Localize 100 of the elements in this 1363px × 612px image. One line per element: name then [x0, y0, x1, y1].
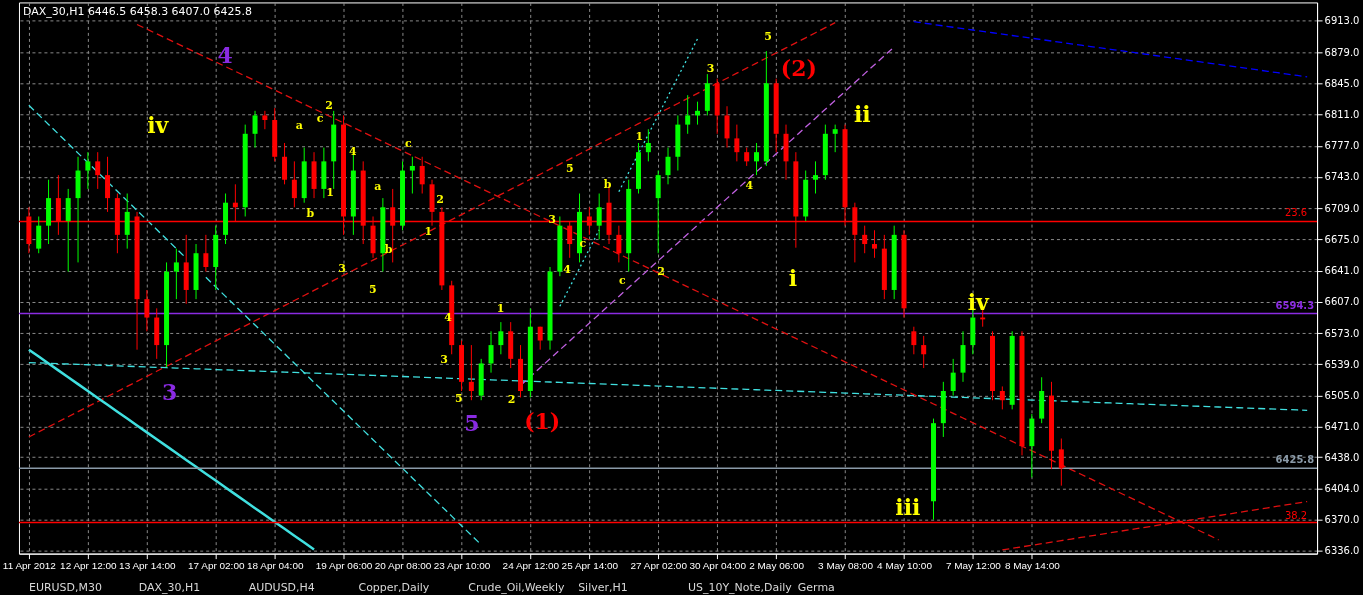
annotation: 3 — [706, 61, 715, 75]
y-tick-label: 6471.0 — [1324, 421, 1360, 433]
annotation: b — [603, 177, 612, 191]
annotation: iv — [147, 112, 170, 139]
annotation: 5 — [368, 283, 377, 297]
y-tick-label: 6404.0 — [1324, 482, 1360, 494]
annotation: 4 — [563, 262, 572, 276]
candlestick — [144, 289, 150, 332]
y-tick-label: 6336.0 — [1324, 545, 1360, 557]
candlestick — [685, 94, 691, 135]
x-tick-label: 20 Apr 08:00 — [374, 560, 432, 572]
candlestick — [488, 330, 494, 374]
candlestick — [105, 156, 111, 213]
candlestick — [36, 215, 42, 254]
annotation: 4 — [349, 144, 358, 158]
candlestick — [734, 124, 740, 162]
annotation: c — [619, 274, 627, 288]
x-tick-label: 27 Apr 02:00 — [630, 560, 688, 572]
x-tick-label: 7 May 12:00 — [945, 560, 1002, 572]
candlestick — [124, 193, 130, 250]
candlestick — [862, 225, 868, 254]
candlestick — [95, 151, 101, 190]
candlestick — [665, 147, 671, 185]
candlestick — [173, 248, 179, 300]
y-tick-label: 6573.0 — [1324, 327, 1360, 339]
y-tick-label: 6505.0 — [1324, 390, 1360, 402]
candlestick — [655, 170, 661, 254]
candlestick — [252, 110, 258, 149]
annotation: 3 — [161, 378, 178, 405]
x-tick-label: 3 May 08:00 — [818, 560, 874, 572]
y-tick-label: 6370.0 — [1324, 514, 1360, 526]
candlestick — [950, 358, 956, 397]
candlestick — [498, 321, 504, 355]
annotation: 1 — [326, 185, 334, 199]
x-tick-label: 4 May 10:00 — [877, 560, 933, 572]
annotation: 2 — [507, 393, 516, 407]
candlestick — [291, 160, 297, 208]
annotation: b — [384, 243, 393, 257]
text: US_10Y_Note,Daily — [687, 580, 793, 594]
annotation: 4 — [217, 42, 233, 69]
annotation: 3 — [440, 353, 448, 367]
text: DAX_30,H1 — [138, 580, 201, 594]
annotation: i — [788, 265, 798, 292]
annotation: b — [306, 207, 315, 221]
y-tick-label: 6743.0 — [1324, 171, 1360, 183]
x-tick-label: 11 Apr 2012 — [2, 560, 57, 572]
annotation: 5 — [764, 29, 772, 43]
chart-title: DAX_30,H1 6446.5 6458.3 6407.0 6425.8 — [22, 5, 252, 19]
x-tick-label: 19 Apr 06:00 — [315, 560, 373, 572]
x-tick-label: 30 Apr 04:00 — [689, 560, 747, 572]
y-tick-label: 6641.0 — [1324, 265, 1360, 277]
annotation: 2 — [325, 98, 333, 112]
candlestick — [262, 110, 268, 130]
candlestick — [813, 160, 819, 195]
y-tick-label: 6539.0 — [1324, 358, 1360, 370]
x-tick-label: 25 Apr 14:00 — [561, 560, 619, 572]
annotation: 1 — [635, 130, 644, 144]
y-tick-label: 6675.0 — [1324, 233, 1360, 245]
candlestick — [724, 105, 730, 149]
annotation: 23.6 — [1284, 207, 1308, 219]
annotation: c — [316, 112, 324, 126]
line-series — [913, 21, 1308, 78]
text: EURUSD,M30 — [28, 580, 102, 594]
annotation: 5 — [455, 391, 463, 405]
annotation: 5 — [464, 409, 480, 436]
candlestick — [85, 151, 91, 190]
annotation: 2 — [436, 193, 444, 207]
x-tick-label: 24 Apr 12:00 — [502, 560, 560, 572]
y-tick-label: 6913.0 — [1324, 15, 1360, 27]
text: Copper,Daily — [358, 580, 430, 594]
candlestick — [754, 142, 760, 176]
candlestick — [468, 344, 474, 401]
candlestick — [744, 147, 750, 167]
annotation: c — [405, 136, 413, 150]
candlestick — [832, 124, 838, 153]
candlestick — [596, 193, 602, 240]
x-tick-label: 8 May 14:00 — [1004, 560, 1061, 572]
y-tick-label: 6845.0 — [1324, 77, 1360, 89]
x-tick-label: 23 Apr 10:00 — [433, 560, 491, 572]
candlestick — [911, 326, 917, 355]
candlestick — [1058, 438, 1064, 487]
candlestick — [921, 335, 927, 369]
annotation: 1 — [496, 301, 505, 315]
annotation: a — [295, 119, 303, 133]
annotation: 3 — [338, 261, 346, 275]
text: Germa — [797, 580, 835, 594]
annotation: (1) — [524, 407, 561, 434]
candlestick — [872, 229, 878, 259]
annotation: 4 — [745, 178, 754, 192]
y-tick-label: 6777.0 — [1324, 140, 1360, 152]
y-tick-label: 6879.0 — [1324, 46, 1360, 58]
annotation: 2 — [657, 264, 665, 278]
annotation: 5 — [566, 162, 574, 176]
text: AUDUSD,H4 — [248, 580, 315, 594]
candlestick — [419, 156, 425, 195]
candlestick — [203, 234, 209, 273]
text: Crude_Oil,Weekly — [468, 580, 565, 594]
y-tick-label: 6438.0 — [1324, 451, 1360, 463]
candlestick — [409, 156, 415, 195]
x-tick-label: 12 Apr 12:00 — [60, 560, 118, 572]
